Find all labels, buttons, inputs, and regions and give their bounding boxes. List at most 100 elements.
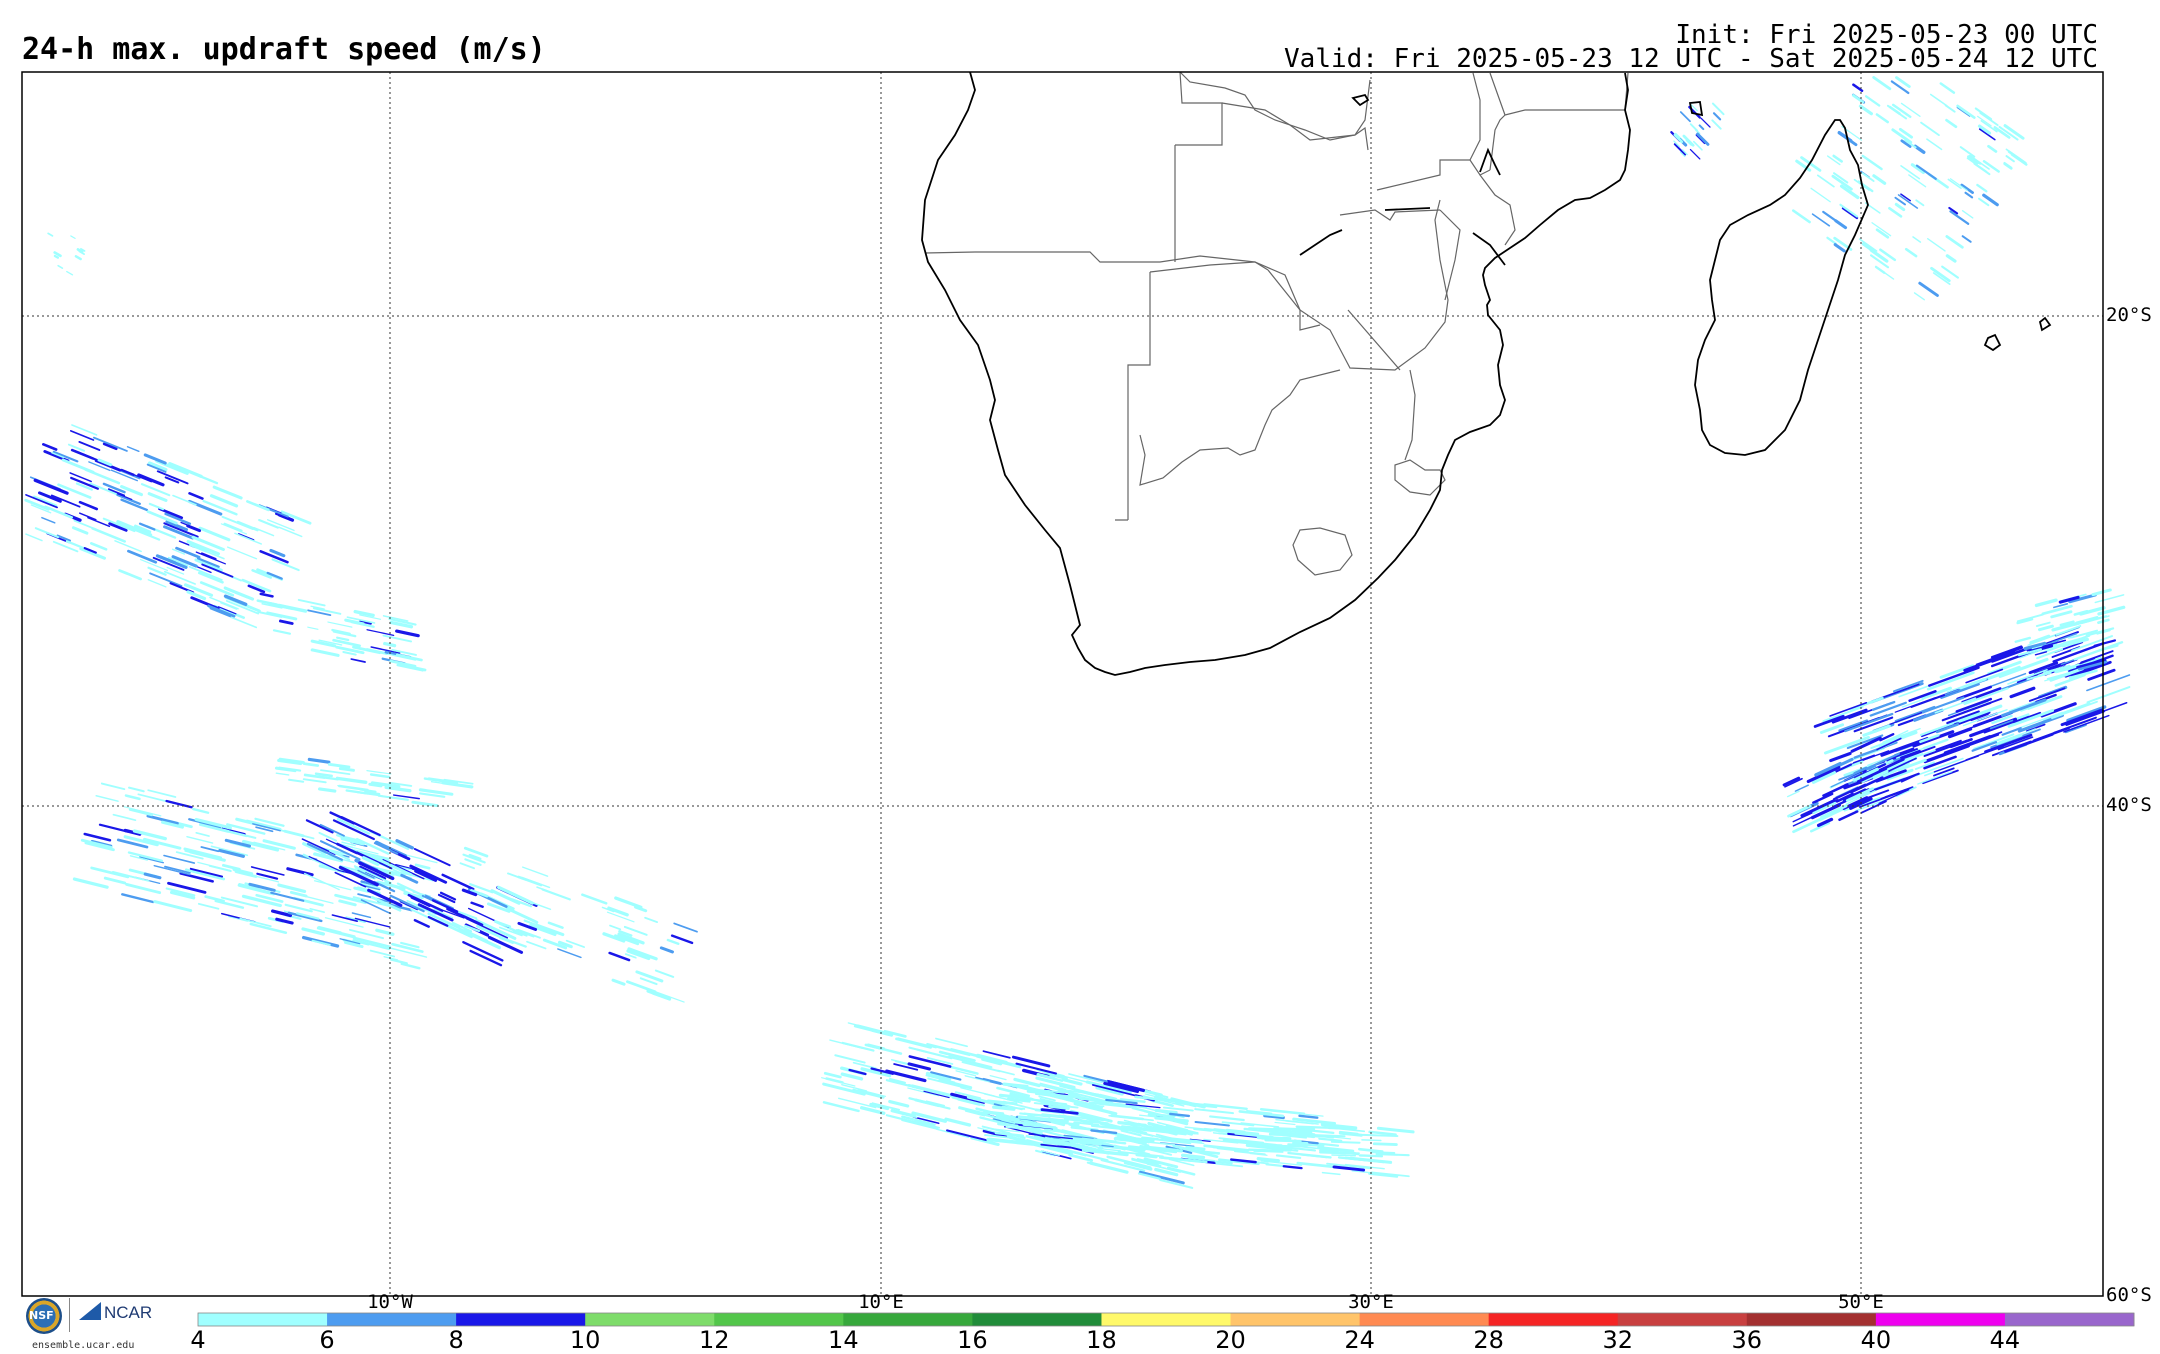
updraft-streak	[901, 1118, 939, 1130]
updraft-streak	[1870, 737, 1899, 750]
updraft-streak	[1091, 1084, 1137, 1097]
updraft-streak	[1823, 735, 1870, 755]
updraft-streak	[336, 842, 358, 855]
updraft-streak	[2070, 630, 2098, 639]
updraft-streak	[163, 854, 196, 864]
updraft-streak	[146, 463, 167, 473]
updraft-streak	[1971, 741, 1998, 752]
updraft-streak	[52, 540, 79, 553]
updraft-streak	[639, 977, 658, 986]
updraft-streak	[1175, 1101, 1218, 1109]
updraft-streak	[451, 921, 473, 933]
updraft-streak	[320, 769, 351, 776]
updraft-streak	[142, 837, 182, 850]
updraft-streak	[1782, 776, 1801, 787]
updraft-streak	[507, 872, 527, 881]
updraft-streak	[1296, 1112, 1324, 1117]
updraft-streak	[307, 626, 319, 630]
updraft-streak	[934, 1045, 971, 1057]
updraft-streak	[1113, 1136, 1147, 1144]
updraft-streak	[1888, 206, 1903, 218]
updraft-streak	[140, 483, 171, 497]
updraft-streak	[837, 1097, 877, 1109]
updraft-streak	[2086, 686, 2131, 704]
updraft-streak	[1956, 106, 1971, 117]
updraft-streak	[365, 648, 389, 656]
updraft-streak	[116, 493, 141, 506]
updraft-streak	[900, 1112, 918, 1119]
updraft-streak	[1673, 140, 1681, 148]
updraft-streak	[1900, 774, 1916, 783]
updraft-streak	[225, 600, 260, 615]
updraft-streak	[1038, 1095, 1056, 1102]
updraft-streak	[961, 1061, 1001, 1073]
colorbar-tick-label: 44	[1989, 1326, 2021, 1354]
updraft-streak	[188, 492, 204, 500]
updraft-streak	[72, 877, 109, 889]
colorbar-swatch	[456, 1313, 586, 1326]
updraft-streak	[139, 856, 164, 864]
updraft-streak	[301, 927, 325, 936]
updraft-streak	[208, 865, 232, 873]
updraft-streak	[51, 451, 65, 459]
updraft-streak	[1689, 123, 1699, 132]
updraft-streak	[1095, 1086, 1124, 1096]
updraft-streak	[1081, 1137, 1127, 1145]
updraft-streak	[1940, 682, 1980, 699]
updraft-streak	[1256, 1157, 1280, 1163]
updraft-streak	[1964, 191, 1974, 199]
updraft-streak	[2003, 162, 2013, 170]
updraft-streak	[197, 571, 224, 584]
updraft-streak	[161, 820, 184, 829]
updraft-streak	[278, 526, 303, 538]
updraft-streak	[2055, 625, 2082, 636]
updraft-streak	[1331, 1154, 1357, 1157]
updraft-streak	[168, 462, 203, 478]
updraft-streak	[954, 1091, 982, 1100]
updraft-streak	[1184, 1126, 1228, 1133]
updraft-streak	[1908, 174, 1927, 188]
updraft-streak	[1878, 789, 1910, 805]
updraft-streak	[517, 921, 538, 931]
updraft-streak	[515, 929, 535, 938]
updraft-streak	[834, 1054, 866, 1064]
updraft-streak	[313, 880, 352, 891]
updraft-streak	[464, 924, 481, 933]
updraft-streak	[1792, 812, 1821, 827]
updraft-streak	[1882, 730, 1909, 744]
updraft-streak	[47, 232, 54, 237]
updraft-streak	[261, 602, 283, 609]
updraft-streak	[2068, 593, 2097, 604]
updraft-streak	[989, 1075, 1007, 1081]
updraft-streak	[2061, 637, 2089, 648]
updraft-streak	[1011, 1055, 1051, 1068]
updraft-streak	[1894, 196, 1906, 206]
updraft-streak	[522, 866, 549, 877]
updraft-streak	[1811, 213, 1831, 227]
updraft-streak	[859, 1106, 886, 1115]
updraft-streak	[1143, 1145, 1183, 1152]
updraft-streak	[1814, 761, 1842, 777]
updraft-streak	[253, 841, 286, 851]
updraft-streak	[2051, 700, 2098, 720]
updraft-streak	[458, 927, 502, 950]
updraft-streak	[1977, 124, 1992, 135]
updraft-streak	[278, 766, 302, 772]
updraft-streak	[275, 772, 290, 776]
updraft-streak	[112, 813, 137, 822]
updraft-streak	[625, 953, 637, 959]
updraft-streak	[1829, 751, 1852, 763]
updraft-streak	[977, 1112, 1000, 1120]
updraft-streak	[1979, 111, 1999, 127]
updraft-streak	[1852, 83, 1864, 92]
updraft-streak	[1839, 184, 1860, 200]
updraft-streak	[1912, 730, 1955, 748]
updraft-streak	[1816, 817, 1834, 828]
map-title: 24-h max. updraft speed (m/s)	[22, 32, 546, 67]
updraft-streak	[1895, 76, 1911, 88]
updraft-streak	[123, 835, 159, 847]
ensemble-url: ensemble.ucar.edu	[32, 1340, 135, 1351]
updraft-streak	[336, 817, 371, 835]
updraft-streak	[382, 634, 413, 643]
updraft-streak	[166, 566, 185, 575]
